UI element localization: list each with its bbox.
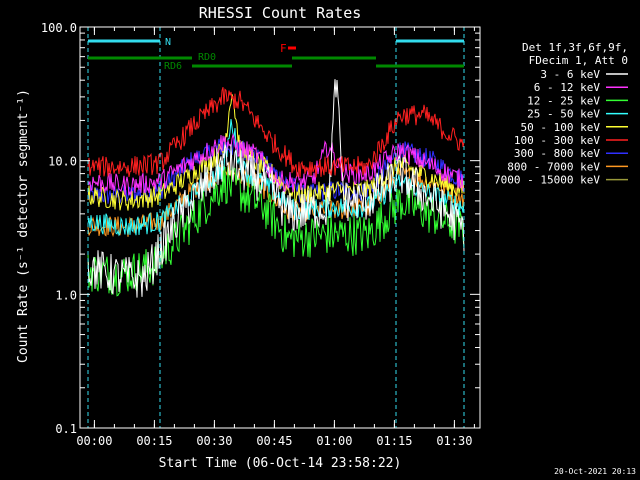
y-tick-label-2: 10.0 — [48, 155, 77, 169]
flare-label: F — [280, 42, 287, 55]
y-tick-label-3: 100.0 — [41, 21, 77, 35]
series-line-2 — [87, 165, 465, 297]
legend-label-1: 6 - 12 keV — [534, 81, 601, 94]
legend-label-3: 25 - 50 keV — [527, 108, 600, 121]
legend-label-7: 800 - 7000 keV — [507, 160, 600, 173]
x-tick-label-0: 00:00 — [76, 434, 112, 448]
plot-frame — [79, 26, 481, 429]
legend-label-8: 7000 - 15000 keV — [494, 174, 600, 187]
legend-label-2: 12 - 25 keV — [527, 94, 600, 107]
y-tick-label-1: 1.0 — [55, 288, 77, 302]
legend-label-5: 100 - 300 keV — [514, 134, 600, 147]
axes: 0.1 1.0 10.0 100.0 00:00 00:15 00:30 00:45 01:00… — [41, 21, 481, 448]
x-tick-label-3: 00:45 — [256, 434, 292, 448]
legend-header-line-1: Det 1f,3f,6f,9f, — [522, 41, 628, 54]
timestamp: 20-Oct-2021 20:13 — [554, 467, 636, 476]
series-line-5 — [87, 86, 465, 178]
annotations: N F RD6 RD0 — [87, 27, 465, 428]
x-tick-label-4: 01:00 — [316, 434, 352, 448]
series-line-0 — [87, 79, 465, 298]
attenuator-label-0: RD6 — [164, 61, 182, 72]
y-tick-label-0: 0.1 — [55, 422, 77, 436]
x-tick-label-2: 00:30 — [196, 434, 232, 448]
y-axis-label: Count Rate (s⁻¹ detector segment⁻¹) — [16, 89, 31, 363]
x-tick-label-5: 01:15 — [376, 434, 412, 448]
chart-title: RHESSI Count Rates — [199, 4, 362, 22]
legend-header-line-2: FDecim 1, Att 0 — [529, 54, 628, 67]
night-label: N — [165, 37, 171, 48]
legend-label-0: 3 - 6 keV — [540, 68, 600, 81]
x-tick-label-6: 01:30 — [436, 434, 472, 448]
series-line-1 — [87, 132, 465, 197]
series-lines — [87, 79, 465, 298]
attenuator-label-1: RD0 — [198, 52, 216, 63]
legend-label-6: 300 - 800 keV — [514, 147, 600, 160]
legend-label-4: 50 - 100 keV — [521, 121, 601, 134]
x-tick-label-1: 00:15 — [136, 434, 172, 448]
legend: Det 1f,3f,6f,9f, FDecim 1, Att 0 3 - 6 k… — [494, 41, 628, 187]
x-axis-label: Start Time (06-Oct-14 23:58:22) — [159, 456, 402, 471]
